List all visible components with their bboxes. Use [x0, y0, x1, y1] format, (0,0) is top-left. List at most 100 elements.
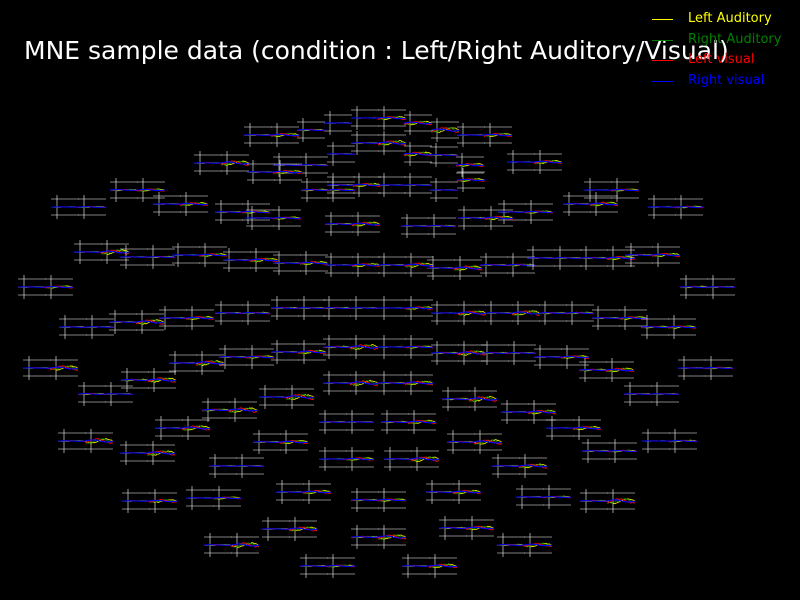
sensor-trace	[404, 306, 434, 310]
sensor-trace	[455, 162, 485, 168]
sensor-plot	[377, 335, 407, 359]
sensor-plot	[430, 341, 460, 365]
sensor-plot	[351, 212, 381, 236]
sensor-plot	[484, 301, 514, 325]
sensor-plot	[523, 533, 553, 557]
sensor-plot	[425, 480, 455, 504]
sensor-trace	[147, 256, 176, 258]
sensor-trace	[560, 355, 589, 359]
sensor-trace	[179, 202, 209, 206]
sensor-plot	[533, 345, 563, 369]
sensor-trace	[78, 393, 107, 395]
sensor-plot	[377, 131, 407, 155]
sensor-plot	[608, 439, 638, 463]
sensor-plot	[119, 245, 149, 269]
sensor-plot	[427, 214, 457, 238]
sensor-plot	[77, 195, 107, 219]
sensor-trace	[508, 352, 537, 354]
sensor-plot	[618, 306, 648, 330]
sensor-plot	[252, 430, 282, 454]
sensor-plot	[212, 486, 242, 510]
sensor-trace	[228, 408, 258, 412]
sensor-trace	[457, 350, 487, 356]
sensor-plot	[245, 206, 275, 230]
sensor-trace	[497, 544, 525, 546]
sensor-trace	[465, 525, 495, 531]
sensor-trace	[404, 345, 433, 349]
sensor-trace	[185, 316, 215, 320]
sensor-plot	[179, 192, 209, 216]
sensor-trace	[146, 451, 176, 455]
sensor-plot	[270, 123, 300, 147]
sensor-plot	[121, 489, 151, 513]
sensor-plot	[491, 454, 521, 478]
sensor-plot	[270, 296, 300, 320]
sensor-trace	[426, 491, 455, 493]
sensor-plot	[606, 489, 636, 513]
sensor-plot	[583, 178, 613, 202]
sensor-trace	[606, 498, 636, 504]
sensor-trace	[518, 464, 548, 468]
sensor-plot	[526, 246, 556, 270]
sensor-trace	[381, 421, 410, 423]
sensor-plot	[345, 410, 375, 434]
sensor-trace	[276, 491, 305, 493]
sensor-plot	[299, 251, 329, 275]
sensor-plot	[220, 151, 250, 175]
sensor-trace	[442, 398, 470, 400]
sensor-trace	[181, 425, 211, 431]
sensor-plot	[249, 248, 279, 272]
sensor-plot	[322, 335, 352, 359]
sensor-trace	[651, 253, 681, 257]
sensor-trace	[452, 490, 482, 494]
sensor-trace	[404, 380, 434, 386]
sensor-plot	[650, 382, 680, 406]
sensor-plot	[350, 488, 380, 512]
sensor-trace	[322, 346, 352, 348]
sensor-trace	[578, 369, 608, 372]
sensor-trace	[146, 450, 176, 456]
sensor-trace	[410, 456, 440, 462]
sensor-plot	[606, 246, 636, 270]
sensor-plot	[468, 387, 498, 411]
sensor-plot	[377, 371, 407, 395]
sensor-trace	[351, 221, 381, 227]
sensor-trace	[473, 439, 503, 445]
sensor-trace	[288, 527, 318, 531]
chart-title: MNE sample data (condition : Left/Right …	[24, 36, 729, 65]
sensor-plot	[640, 315, 670, 339]
sensor-trace	[410, 457, 440, 461]
sensor-trace	[473, 440, 503, 444]
sensor-plot	[456, 168, 486, 192]
legend-label: Right Auditory	[688, 31, 782, 47]
sensor-plot	[668, 429, 698, 453]
sensor-plot	[352, 173, 382, 197]
sensor-plot	[324, 253, 354, 277]
sensor-plot	[318, 410, 348, 434]
sensor-plot	[589, 192, 619, 216]
sensor-trace	[244, 134, 273, 136]
sensor-trace	[403, 152, 433, 156]
sensor-trace	[351, 499, 380, 501]
sensor-trace	[272, 217, 301, 220]
sensor-trace	[325, 223, 354, 225]
sensor-trace	[148, 499, 178, 503]
sensor-plot	[119, 441, 149, 465]
sensor-trace	[49, 365, 79, 371]
sensor-plot	[230, 533, 260, 557]
sensor-trace	[543, 496, 572, 498]
legend-entry: Left Auditory	[652, 10, 798, 31]
sensor-trace	[457, 311, 487, 315]
sensor-trace	[453, 265, 483, 271]
sensor-plot	[706, 275, 736, 299]
sensor-trace	[438, 527, 467, 529]
sensor-trace	[523, 543, 553, 547]
sensor-trace	[253, 441, 282, 443]
sensor-trace	[345, 457, 375, 461]
sensor-trace	[78, 206, 107, 208]
legend-label: Left visual	[688, 52, 755, 68]
sensor-trace	[285, 393, 315, 400]
sensor-trace	[245, 355, 275, 359]
sensor-plot	[565, 301, 595, 325]
sensor-trace	[468, 397, 498, 401]
